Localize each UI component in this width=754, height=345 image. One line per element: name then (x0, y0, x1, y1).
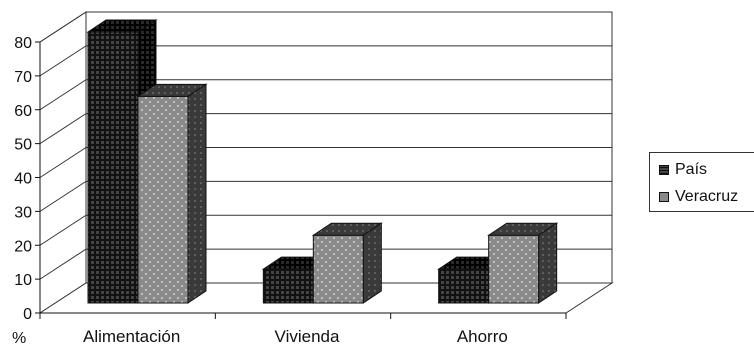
y-tick-label: 40 (14, 171, 32, 188)
bar-side-veracruz-vivienda (362, 222, 382, 304)
bar-front-veracruz-ahorro (488, 234, 540, 304)
gridline-side (39, 11, 87, 43)
bar-front-veracruz-vivienda (312, 234, 364, 304)
labels: 0 10 20 30 40 50 60 70 80% Alimentación Vivienda Ah… (12, 35, 508, 345)
legend-item-veracruz: Veracruz (659, 188, 738, 206)
y-tick-label: 10 (14, 272, 32, 289)
bar-front-pas-alimentacin (87, 31, 139, 304)
legend-swatch-pais (659, 165, 669, 175)
legend-label-pais: País (675, 161, 708, 178)
x-category-label: Alimentación (83, 327, 180, 345)
gridline-side (39, 248, 87, 280)
gridline-side (39, 113, 87, 145)
y-tick-label: 80 (14, 35, 32, 52)
axes (35, 41, 567, 319)
legend-item-pais: País (659, 161, 707, 179)
gridline-side (39, 214, 87, 246)
y-tick-label: 50 (14, 137, 32, 154)
legend: País Veracruz (649, 152, 754, 212)
y-tick-label: 70 (14, 69, 32, 86)
bars (86, 19, 559, 304)
y-tick-label: 60 (14, 103, 32, 120)
y-tick-label: 30 (14, 204, 32, 221)
gridline-side (39, 45, 87, 77)
gridline-side (39, 147, 87, 178)
y-tick-label: 0 (23, 306, 32, 323)
legend-swatch-veracruz (659, 192, 669, 202)
bar-side-veracruz-alimentacin (187, 83, 207, 304)
bar-front-pas-vivienda (262, 268, 314, 304)
bar-front-pas-ahorro (438, 268, 490, 304)
legend-label-veracruz: Veracruz (675, 188, 739, 205)
x-category-label: Vivienda (275, 327, 340, 345)
x-category-label: Ahorro (457, 327, 508, 345)
y-unit-label: % (12, 330, 26, 345)
y-tick-label: 20 (14, 238, 32, 255)
gridline-side (39, 180, 87, 212)
gridline-side (39, 79, 87, 111)
bar-front-veracruz-alimentacin (137, 95, 189, 304)
bar-side-veracruz-ahorro (538, 222, 558, 304)
